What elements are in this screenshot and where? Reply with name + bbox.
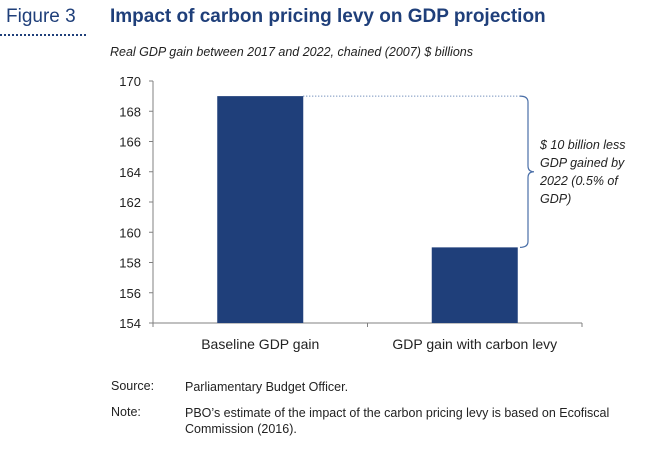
figure-label-rule [0,34,86,36]
y-tick-label: 156 [119,286,141,301]
note-label: Note: [111,405,141,419]
y-tick-label: 158 [119,256,141,271]
difference-bracket [519,95,535,248]
figure-label: Figure 3 [6,6,76,27]
bar-carbon-levy [431,247,518,323]
annotation-line: 2022 (0.5% of [539,174,619,188]
annotation-line: GDP) [540,192,571,206]
figure-subtitle: Real GDP gain between 2017 and 2022, cha… [110,45,473,59]
figure-title: Impact of carbon pricing levy on GDP pro… [110,6,546,27]
x-category-label: GDP gain with carbon levy [392,336,557,352]
annotation-line: GDP gained by [540,156,625,170]
y-tick-label: 162 [119,195,141,210]
bar-baseline [217,96,304,323]
y-tick-label: 164 [119,165,141,180]
source-label: Source: [111,379,155,393]
x-category-label: Baseline GDP gain [201,336,319,352]
y-tick-label: 170 [119,74,141,89]
y-tick-label: 168 [119,104,141,119]
note-text: PBO’s estimate of the impact of the carb… [185,406,610,436]
y-tick-label: 166 [119,135,141,150]
y-tick-label: 154 [119,316,141,331]
source-text: Parliamentary Budget Officer. [185,380,349,394]
annotation-line: $ 10 billion less [539,138,625,152]
y-tick-label: 160 [119,225,141,240]
